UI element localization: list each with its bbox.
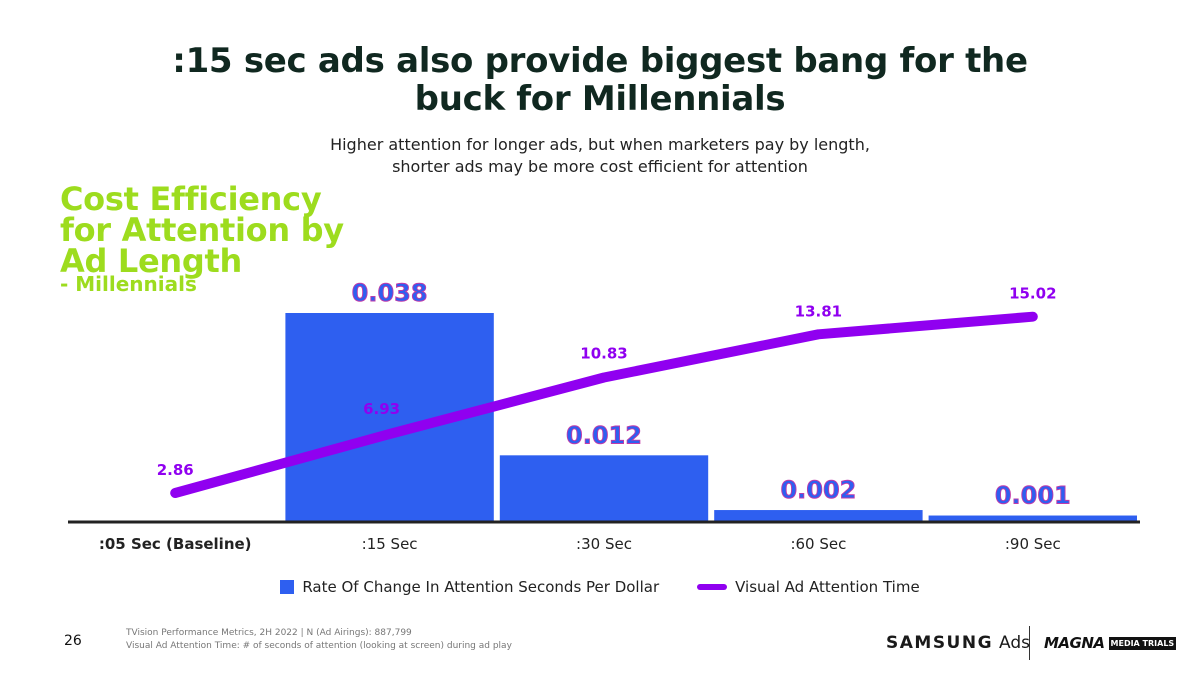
line-label-2: 10.83	[580, 344, 627, 362]
legend-item-line: Visual Ad Attention Time	[697, 578, 920, 596]
bar-label-4: 0.001	[995, 482, 1071, 510]
bar-label-3: 0.002	[780, 476, 856, 504]
bar-series	[285, 313, 1137, 521]
legend-label-line: Visual Ad Attention Time	[735, 578, 920, 596]
legend-label-bar: Rate Of Change In Attention Seconds Per …	[302, 578, 660, 596]
magna-media-trials-logo: MAGNA MEDIA TRIALS	[1044, 634, 1177, 652]
footnote-line-2: Visual Ad Attention Time: # of seconds o…	[126, 641, 512, 651]
chart-heading: Cost Efficiency for Attention by Ad Leng…	[60, 180, 380, 296]
x-tick-label-1: :15 Sec	[362, 535, 418, 553]
line-label-0: 2.86	[157, 461, 194, 479]
bar-3	[714, 510, 923, 521]
line-label-4: 15.02	[1009, 285, 1056, 303]
page-title: :15 sec ads also provide biggest bang fo…	[172, 41, 1028, 119]
x-tick-label-2: :30 Sec	[576, 535, 632, 553]
chart-legend: Rate Of Change In Attention Seconds Per …	[0, 578, 1200, 596]
page-subtitle: Higher attention for longer ads, but whe…	[330, 135, 870, 176]
bar-4	[928, 515, 1137, 521]
line-label-1: 6.93	[363, 400, 400, 418]
media-trials-logo-text: MEDIA TRIALS	[1108, 636, 1177, 650]
legend-swatch-line	[697, 584, 728, 590]
chart-heading-line-1: Cost Efficiency	[60, 180, 322, 218]
legend-item-bar: Rate Of Change In Attention Seconds Per …	[280, 578, 659, 596]
magna-logo-text: MAGNA	[1044, 634, 1105, 652]
samsung-logo-text: SAMSUNG	[886, 633, 994, 653]
legend-swatch-bar	[280, 580, 295, 594]
page-number: 26	[64, 633, 82, 649]
footnote: TVision Performance Metrics, 2H 2022 | N…	[126, 627, 512, 653]
bar-2	[499, 455, 709, 521]
x-tick-label-4: :90 Sec	[1005, 535, 1061, 553]
footnote-line-1: TVision Performance Metrics, 2H 2022 | N…	[126, 628, 412, 638]
line-series	[170, 311, 1038, 498]
chart-heading-line-3: Ad Length	[60, 242, 242, 280]
x-axis-tick-labels: :05 Sec (Baseline) :15 Sec :30 Sec :60 Sec:…	[99, 535, 1061, 553]
x-tick-label-0: :05 Sec (Baseline)	[99, 535, 252, 553]
chart-heading-sub: - Millennials	[60, 272, 197, 296]
x-tick-label-3: :60 Sec	[790, 535, 846, 553]
samsung-ads-logo: SAMSUNG Ads	[886, 633, 1030, 653]
ads-logo-text: Ads	[999, 633, 1031, 653]
line-label-3: 13.81	[795, 302, 842, 320]
bar-label-2: 0.012	[566, 421, 642, 449]
line-path	[170, 311, 1038, 498]
bar-label-1: 0.038	[352, 279, 428, 307]
data-labels: 0.038 0.012 0.002 0.001 2.86 6.93 10.83 13.81 15…	[157, 279, 1072, 510]
chart-heading-line-2: for Attention by	[60, 211, 344, 249]
logo-divider	[1029, 626, 1030, 660]
